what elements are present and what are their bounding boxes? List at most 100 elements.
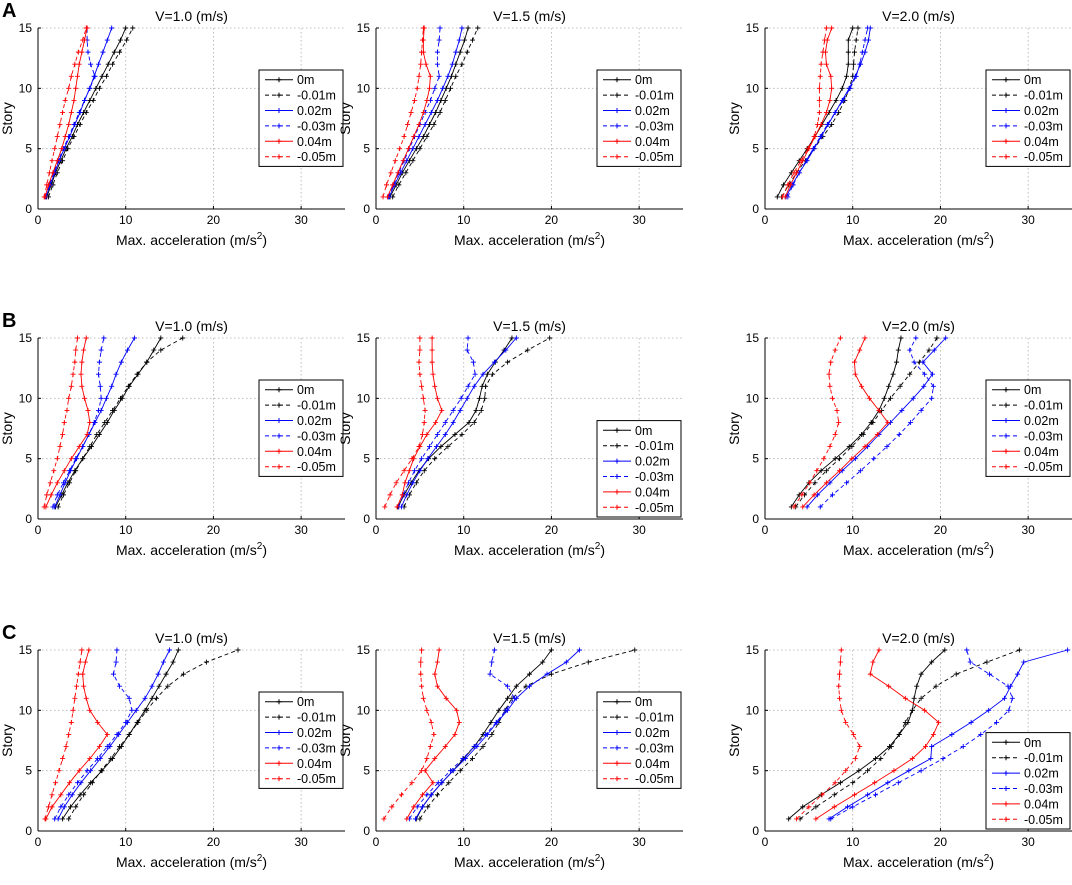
legend-marker xyxy=(1003,464,1009,470)
data-point xyxy=(837,780,843,786)
y-axis-label: Story xyxy=(0,102,15,135)
data-point xyxy=(484,371,490,377)
data-point xyxy=(46,170,52,176)
data-point xyxy=(421,419,427,425)
data-point xyxy=(79,647,85,653)
data-point xyxy=(87,707,93,713)
data-point xyxy=(911,695,917,701)
data-point xyxy=(799,492,805,498)
data-point xyxy=(434,659,440,665)
data-point xyxy=(395,170,401,176)
data-point xyxy=(918,695,924,701)
data-point xyxy=(41,194,47,200)
data-point xyxy=(123,25,129,31)
legend-label: 0.02m xyxy=(297,414,332,428)
y-tick-label: 0 xyxy=(752,512,759,526)
series-line xyxy=(787,27,869,198)
data-point xyxy=(109,383,115,389)
legend-label: -0.01m xyxy=(297,399,336,413)
data-point xyxy=(489,731,495,737)
x-tick-label: 0 xyxy=(373,523,380,537)
data-point xyxy=(843,719,849,725)
data-point xyxy=(986,707,992,713)
series--0.01m xyxy=(66,647,241,822)
data-point xyxy=(872,780,878,786)
data-point xyxy=(837,671,843,677)
data-point xyxy=(817,73,823,79)
data-point xyxy=(428,719,434,725)
data-point xyxy=(918,407,924,413)
y-tick-label: 5 xyxy=(752,764,759,778)
data-point xyxy=(390,182,396,188)
data-point xyxy=(155,671,161,677)
data-point xyxy=(63,744,69,750)
data-point xyxy=(417,371,423,377)
legend-label: -0.05m xyxy=(635,772,674,786)
legend-label: -0.05m xyxy=(1024,813,1063,827)
data-point xyxy=(857,347,863,353)
data-point xyxy=(930,731,936,737)
y-tick-label: 15 xyxy=(357,643,371,657)
series--0.01m xyxy=(390,25,481,200)
data-point xyxy=(460,756,466,762)
data-point xyxy=(46,804,52,810)
legend-label: -0.01m xyxy=(1024,89,1063,103)
data-point xyxy=(98,347,104,353)
legend-label: 0.02m xyxy=(635,726,670,740)
data-point xyxy=(930,383,936,389)
data-point xyxy=(837,659,843,665)
series-line xyxy=(57,649,171,820)
legend-label: -0.05m xyxy=(635,501,674,515)
data-point xyxy=(857,744,863,750)
x-axis-label: Max. acceleration (m/s2) xyxy=(116,541,267,558)
data-point xyxy=(76,768,82,774)
data-point xyxy=(60,109,66,115)
data-point xyxy=(505,695,511,701)
data-point xyxy=(401,134,407,140)
data-point xyxy=(68,73,74,79)
data-point xyxy=(417,347,423,353)
data-point xyxy=(838,707,844,713)
data-point xyxy=(420,695,426,701)
data-point xyxy=(994,719,1000,725)
data-point xyxy=(822,37,828,43)
legend-marker xyxy=(276,123,282,129)
data-point xyxy=(419,768,425,774)
legend-label: 0.04m xyxy=(297,445,332,459)
legend-marker xyxy=(276,776,282,782)
data-point xyxy=(83,695,89,701)
data-point xyxy=(527,671,532,677)
legend-marker xyxy=(614,776,620,782)
data-point xyxy=(61,419,67,425)
data-point xyxy=(921,383,927,389)
x-tick-label: 10 xyxy=(457,523,471,537)
x-tick-label: 0 xyxy=(35,835,42,849)
data-point xyxy=(466,419,472,425)
data-point xyxy=(74,683,80,689)
data-point xyxy=(71,97,77,103)
legend-marker xyxy=(276,730,282,735)
x-tick-label: 0 xyxy=(35,213,42,227)
x-tick-label: 10 xyxy=(846,835,860,849)
data-point xyxy=(442,744,448,750)
data-point xyxy=(457,49,463,55)
legend-marker xyxy=(614,760,620,766)
data-point xyxy=(129,707,135,713)
data-point xyxy=(794,816,800,822)
x-tick-label: 30 xyxy=(1021,213,1035,227)
legend-marker xyxy=(276,699,282,705)
chart-panel-a-3: 0 10 20 30 0 5 10 15 V=2.0 (m/s) Max. acceleratio… xyxy=(726,8,1072,248)
data-point xyxy=(851,49,857,55)
data-point xyxy=(433,109,439,115)
legend-marker xyxy=(276,745,282,751)
x-tick-label: 30 xyxy=(632,523,646,537)
chart-panel-b-1: 0 10 20 30 0 5 10 15 V=1.0 (m/s) Max. acceleratio… xyxy=(0,318,345,558)
data-point xyxy=(434,49,440,55)
chart-title: V=2.0 (m/s) xyxy=(882,8,955,24)
data-point xyxy=(432,671,438,677)
series-line xyxy=(398,337,476,508)
data-point xyxy=(470,359,476,365)
data-point xyxy=(1005,683,1011,689)
series-line xyxy=(43,337,78,507)
data-point xyxy=(987,671,993,677)
